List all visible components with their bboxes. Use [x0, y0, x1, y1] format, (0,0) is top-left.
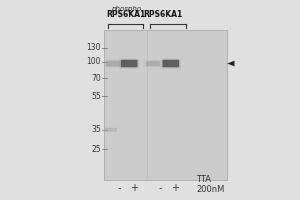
FancyBboxPatch shape: [161, 59, 181, 68]
Text: 100: 100: [86, 57, 101, 66]
Text: -: -: [159, 183, 162, 193]
Text: 55: 55: [91, 92, 101, 101]
FancyBboxPatch shape: [119, 59, 139, 68]
Text: 130: 130: [86, 43, 101, 52]
Text: 25: 25: [91, 145, 101, 154]
FancyBboxPatch shape: [104, 59, 122, 68]
FancyBboxPatch shape: [146, 61, 160, 66]
FancyBboxPatch shape: [106, 61, 120, 66]
Polygon shape: [227, 61, 235, 66]
Text: 200nM: 200nM: [196, 185, 224, 194]
FancyBboxPatch shape: [145, 60, 161, 67]
Text: 35: 35: [91, 125, 101, 134]
Text: phospho: phospho: [111, 6, 141, 12]
Text: +: +: [130, 183, 138, 193]
Text: RPS6KA1: RPS6KA1: [106, 10, 145, 19]
FancyBboxPatch shape: [121, 60, 137, 67]
Text: -: -: [117, 183, 121, 193]
Bar: [104, 30, 227, 180]
FancyBboxPatch shape: [104, 128, 117, 132]
Text: RPS6KA1: RPS6KA1: [144, 10, 183, 19]
FancyBboxPatch shape: [163, 60, 179, 67]
Text: TTA: TTA: [196, 175, 211, 184]
Text: +: +: [171, 183, 179, 193]
Text: 70: 70: [91, 74, 101, 83]
